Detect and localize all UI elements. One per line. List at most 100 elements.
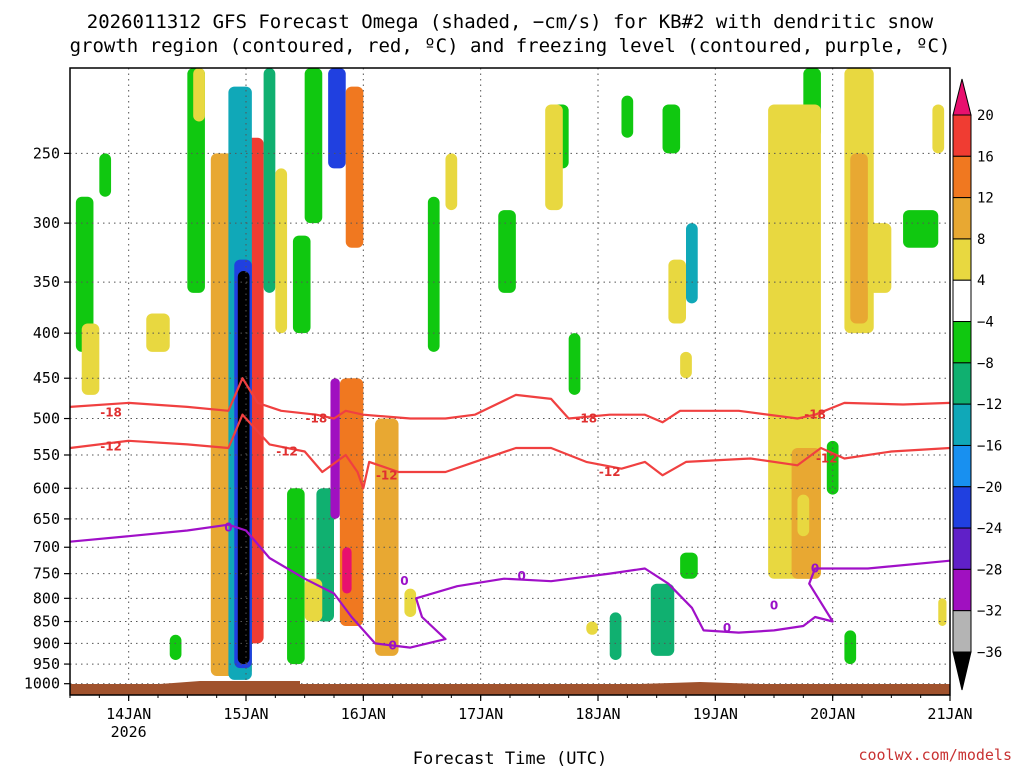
x-axis: 14JAN 15JAN 16JAN 17JAN 18JAN 19JAN 20JAN 21JAN… [69,695,973,741]
omega-cell [328,68,346,169]
omega-cell [81,323,100,395]
colorbar-bottom-arrow [952,651,972,691]
y-tick-label: 950 [33,655,60,673]
colorbar-bin [952,362,972,405]
colorbar-label: −24 [977,521,1002,537]
omega-cell [304,578,323,622]
colorbar-bin [952,610,972,653]
x-tick-label: 19JAN [693,705,738,723]
y-tick-label: 250 [33,144,60,162]
colorbar-bin [952,114,972,157]
colorbar-bin [952,403,972,446]
omega-cell [844,630,857,665]
colorbar-label: −12 [977,397,1002,413]
omega-cell [932,104,945,154]
omega-cell [609,612,622,661]
omega-cell [237,270,250,665]
omega-cell [404,588,417,617]
omega-cell [292,235,311,334]
contour-label: 0 [723,621,731,635]
omega-cell [169,634,182,661]
omega-cell [662,104,681,154]
contours [69,377,951,649]
colorbar-bin [952,486,972,529]
x-tick-label: 21JAN [927,705,972,723]
omega-cell [650,583,675,656]
x-tick-label: 15JAN [223,705,268,723]
colorbar-label: −32 [977,604,1002,620]
contour-line [69,377,951,424]
omega-cell [621,95,634,138]
y-tick-label: 1000 [24,675,60,693]
x-tick-label: 16JAN [341,705,386,723]
omega-cell [345,86,364,248]
y-axis: 250 300 350 400 450 500 550 600 650 700 750 800 850 9… [24,144,70,693]
x-tick-label: 14JAN [106,705,151,723]
colorbar-label: 4 [977,273,985,289]
colorbar-label: −20 [977,480,1002,496]
contour-label: 0 [770,598,778,612]
omega-cell [75,196,94,352]
omega-cell [680,351,692,379]
grid [70,68,951,695]
contour-label: -12 [816,451,838,465]
omega-cell [797,494,810,537]
colorbar-bin [952,321,972,364]
colorbar-bin [952,238,972,281]
omega-cell [545,104,563,211]
omega-cell [427,196,440,352]
contour-line [69,523,951,649]
colorbar-top-arrow [952,78,972,116]
y-tick-label: 850 [33,613,60,631]
contour-label: 0 [811,562,819,576]
y-tick-label: 800 [33,589,60,607]
terrain-strip [70,684,950,695]
y-tick-label: 550 [33,446,60,464]
contour-label: -18 [575,412,597,426]
y-tick-label: 900 [33,634,60,652]
omega-cell [938,598,947,626]
colorbar-bin [952,279,972,323]
terrain-bump [160,681,760,684]
x-axis-label: Forecast Time (UTC) [413,749,607,768]
y-tick-label: 300 [33,214,60,232]
omega-cell [568,333,581,395]
credit-text: coolwx.com/models [858,746,1012,764]
omega-cell [304,68,323,224]
omega-cell [498,210,516,293]
chart-title-line-2: growth region (contoured, red, ºC) and f… [70,35,951,57]
omega-shading [75,68,947,680]
omega-cell [686,223,698,304]
y-tick-label: 450 [33,369,60,387]
omega-cell [680,552,698,579]
omega-cell [187,68,205,293]
colorbar-bin [952,527,972,570]
colorbar-bin [952,444,972,488]
contour-label: 0 [388,639,396,653]
colorbar-label: 12 [977,191,994,207]
omega-cell [375,418,399,656]
contour-label: -18 [804,408,826,422]
colorbar-label: −4 [977,315,994,331]
omega-cell [263,68,276,293]
contour-label: -12 [599,465,621,479]
omega-cell [867,223,892,293]
x-tick-label: 17JAN [458,705,503,723]
omega-cell [330,378,340,519]
omega-cell [445,153,458,211]
colorbar-label: −36 [977,645,1002,661]
colorbar-label: 8 [977,232,985,248]
contour-label: -12 [100,440,122,454]
omega-cell [668,259,686,324]
colorbar-label: −8 [977,356,994,372]
contour-label: -12 [276,444,298,458]
omega-cell [850,153,868,324]
omega-cell [193,68,205,122]
omega-cell [287,488,305,665]
y-tick-label: 700 [33,538,60,556]
contour-label: -12 [376,468,398,482]
contour-label: 0 [518,569,526,583]
omega-cell [586,621,598,635]
x-tick-label: 20JAN [810,705,855,723]
